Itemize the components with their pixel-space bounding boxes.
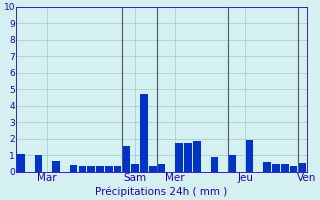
- Bar: [149, 166, 156, 172]
- Bar: [299, 163, 306, 172]
- Bar: [281, 164, 289, 172]
- Bar: [114, 166, 121, 172]
- Bar: [193, 141, 201, 172]
- Bar: [228, 155, 236, 172]
- Bar: [52, 161, 60, 172]
- Bar: [290, 166, 297, 172]
- Bar: [184, 143, 192, 172]
- Bar: [140, 94, 148, 172]
- Bar: [263, 162, 271, 172]
- Bar: [87, 166, 95, 172]
- Bar: [96, 166, 104, 172]
- X-axis label: Précipitations 24h ( mm ): Précipitations 24h ( mm ): [95, 186, 228, 197]
- Bar: [272, 164, 280, 172]
- Bar: [123, 146, 130, 172]
- Bar: [175, 143, 183, 172]
- Bar: [132, 164, 139, 172]
- Bar: [70, 165, 77, 172]
- Bar: [79, 166, 86, 172]
- Bar: [158, 164, 165, 172]
- Bar: [211, 157, 218, 172]
- Bar: [35, 155, 42, 172]
- Bar: [246, 140, 253, 172]
- Bar: [105, 166, 113, 172]
- Bar: [17, 154, 25, 172]
